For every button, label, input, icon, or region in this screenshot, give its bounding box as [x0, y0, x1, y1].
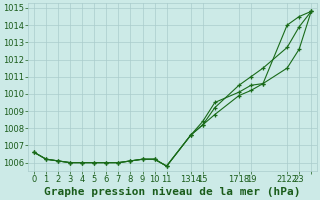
X-axis label: Graphe pression niveau de la mer (hPa): Graphe pression niveau de la mer (hPa) — [44, 187, 301, 197]
